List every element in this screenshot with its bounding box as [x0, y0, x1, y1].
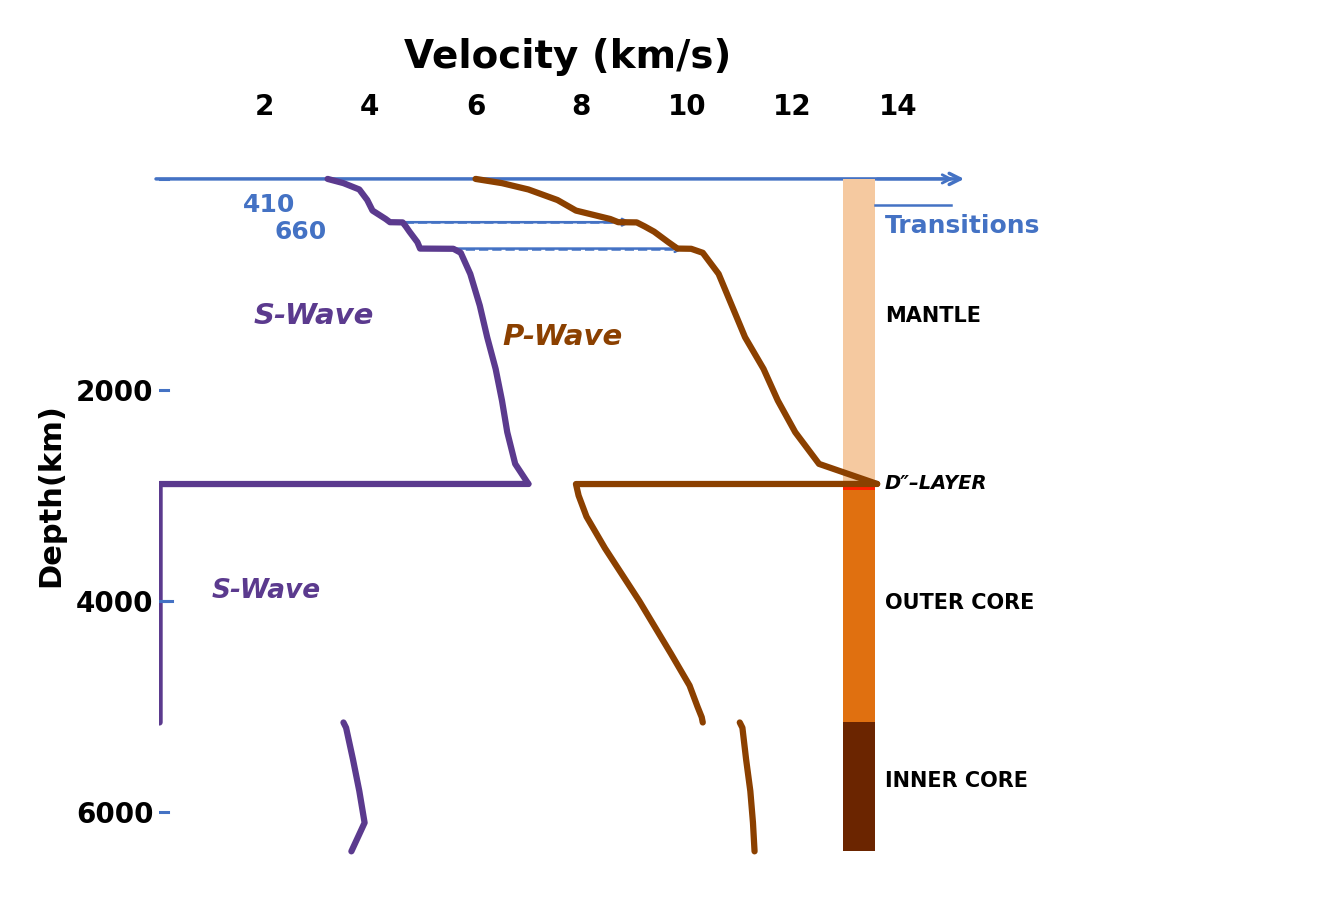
Text: P-Wave: P-Wave: [502, 323, 622, 351]
Text: 410: 410: [243, 193, 296, 217]
Text: S-Wave: S-Wave: [254, 302, 374, 330]
Text: D″–LAYER: D″–LAYER: [885, 475, 988, 494]
Text: 660: 660: [275, 221, 328, 244]
Text: Transitions: Transitions: [885, 214, 1041, 239]
Text: MANTLE: MANTLE: [885, 306, 982, 326]
Bar: [843, 484, 875, 490]
Text: S-Wave: S-Wave: [211, 578, 321, 604]
Text: INNER CORE: INNER CORE: [885, 770, 1028, 790]
Title: Velocity (km/s): Velocity (km/s): [404, 38, 732, 77]
Bar: [843, 179, 875, 484]
Y-axis label: Depth(km): Depth(km): [36, 404, 65, 587]
Text: OUTER CORE: OUTER CORE: [885, 593, 1034, 614]
Bar: [843, 723, 875, 851]
Bar: [843, 490, 875, 723]
